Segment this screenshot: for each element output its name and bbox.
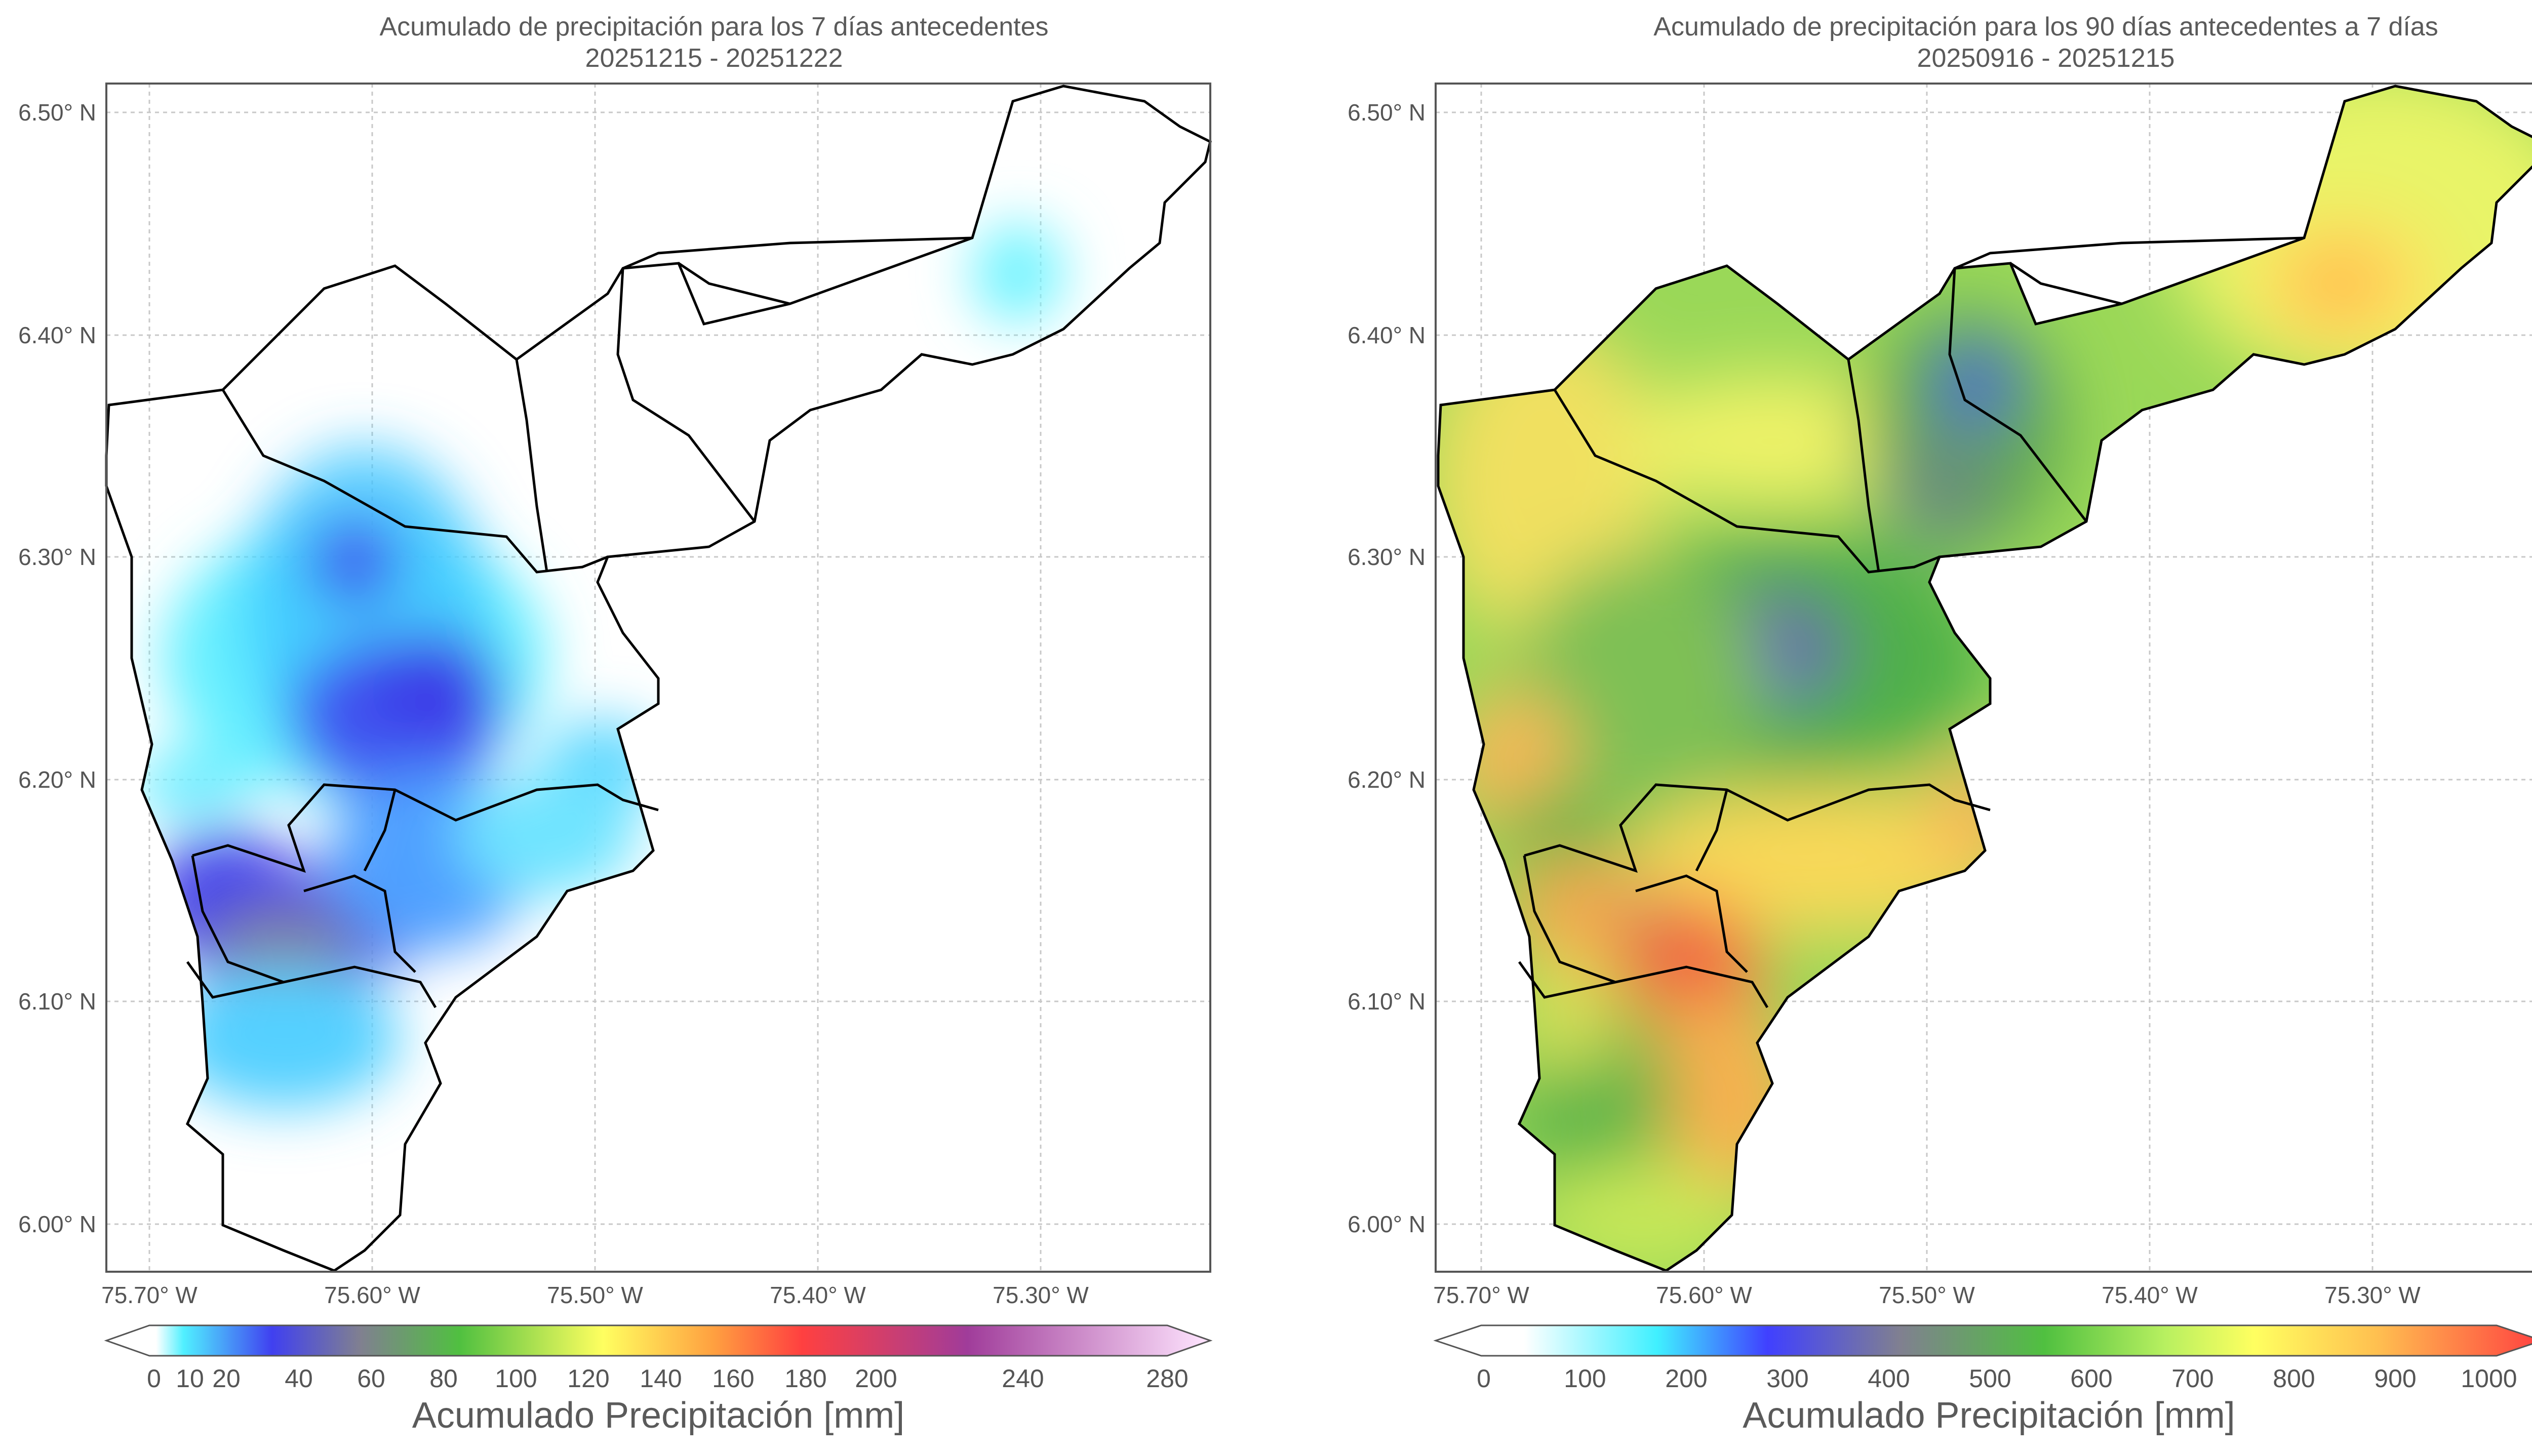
left-lon-tick-7530: 75.30° W [993, 1282, 1089, 1308]
left-lat-tick-650: 6.50° N [18, 99, 96, 126]
right-map-title: Acumulado de precipitación para los 90 d… [1438, 11, 2532, 74]
right-lat-tick-600: 6.00° N [1348, 1211, 1426, 1237]
right-map-title-line1: Acumulado de precipitación para los 90 d… [1653, 12, 2438, 42]
left-lat-tick-600: 6.00° N [18, 1211, 96, 1237]
right-lon-tick-7570: 75.70° W [1433, 1282, 1529, 1308]
right-lon-labels: 75.70° W 75.60° W 75.50° W 75.40° W 75.3… [1433, 1282, 2421, 1308]
left-map-title: Acumulado de precipitación para los 7 dí… [106, 11, 1322, 74]
right-cbar-tick: 700 [2171, 1364, 2213, 1393]
right-colorbar-label: Acumulado Precipitación [mm] [1743, 1395, 2235, 1436]
left-cbar-tick: 40 [285, 1364, 313, 1393]
left-precip-field [132, 223, 1063, 1109]
left-cbar-tick: 240 [1002, 1364, 1044, 1393]
left-lat-tick-620: 6.20° N [18, 766, 96, 793]
right-map: 6.50° N 6.40° N 6.30° N 6.20° N 6.10° N … [1348, 83, 2532, 1393]
right-internal-boundaries [1518, 236, 2305, 1008]
left-cbar-tick: 100 [495, 1364, 537, 1393]
left-cbar-tick: 120 [567, 1364, 609, 1393]
left-map-title-line1: Acumulado de precipitación para los 7 dí… [379, 12, 1049, 42]
right-cbar-tick: 300 [1766, 1364, 1808, 1393]
left-lon-tick-7550: 75.50° W [547, 1282, 643, 1308]
right-lon-tick-7530: 75.30° W [2324, 1282, 2421, 1308]
right-precip-field [1438, 86, 2532, 1271]
right-map-title-line2: 20250916 - 20251215 [1917, 44, 2175, 73]
right-cbar-tick: 1000 [2461, 1364, 2517, 1393]
left-colorbar-ticks: 0 10 20 40 60 80 100 120 140 160 180 200… [147, 1364, 1189, 1393]
right-lon-tick-7550: 75.50° W [1879, 1282, 1975, 1308]
right-cbar-tick: 100 [1564, 1364, 1606, 1393]
right-lon-tick-7560: 75.60° W [1656, 1282, 1752, 1308]
right-cbar-tick: 400 [1868, 1364, 1910, 1393]
left-cbar-tick: 10 [176, 1364, 204, 1393]
right-lat-labels: 6.50° N 6.40° N 6.30° N 6.20° N 6.10° N … [1348, 99, 1426, 1237]
right-colorbar: 0 100 200 300 400 500 600 700 800 900 10… [1433, 1324, 2532, 1393]
left-colorbar: 0 10 20 40 60 80 100 120 140 160 180 200… [104, 1324, 1213, 1393]
left-lat-tick-630: 6.30° N [18, 544, 96, 570]
right-cbar-tick: 0 [1477, 1364, 1491, 1393]
left-lon-labels: 75.70° W 75.60° W 75.50° W 75.40° W 75.3… [101, 1282, 1089, 1308]
left-cbar-tick: 200 [855, 1364, 897, 1393]
left-cbar-tick: 140 [640, 1364, 682, 1393]
left-map-title-line2: 20251215 - 20251222 [585, 44, 843, 73]
left-map: 6.50° N 6.40° N 6.30° N 6.20° N 6.10° N … [18, 83, 1213, 1393]
right-map-frame [1435, 83, 2532, 1273]
left-map-frame [105, 83, 1211, 1273]
left-lon-tick-7540: 75.40° W [770, 1282, 866, 1308]
left-lat-labels: 6.50° N 6.40° N 6.30° N 6.20° N 6.10° N … [18, 99, 96, 1237]
right-cbar-tick: 600 [2070, 1364, 2112, 1393]
left-cbar-tick: 160 [712, 1364, 754, 1393]
right-lat-tick-630: 6.30° N [1348, 544, 1426, 570]
left-lon-tick-7570: 75.70° W [101, 1282, 197, 1308]
right-cbar-tick: 200 [1665, 1364, 1707, 1393]
right-lat-tick-650: 6.50° N [1348, 99, 1426, 126]
left-internal-boundaries [186, 236, 973, 1008]
right-cbar-tick: 800 [2273, 1364, 2315, 1393]
left-colorbar-label: Acumulado Precipitación [mm] [412, 1395, 905, 1436]
right-lat-tick-620: 6.20° N [1348, 766, 1426, 793]
left-cbar-tick: 0 [147, 1364, 161, 1393]
right-cbar-tick: 900 [2374, 1364, 2416, 1393]
right-cbar-tick: 500 [1969, 1364, 2011, 1393]
left-lon-tick-7560: 75.60° W [324, 1282, 420, 1308]
right-colorbar-ticks: 0 100 200 300 400 500 600 700 800 900 10… [1477, 1364, 2517, 1393]
left-cbar-tick: 80 [429, 1364, 458, 1393]
left-lat-tick-610: 6.10° N [18, 988, 96, 1015]
right-lat-tick-640: 6.40° N [1348, 322, 1426, 348]
left-cbar-tick: 280 [1146, 1364, 1188, 1393]
left-cbar-tick: 20 [212, 1364, 241, 1393]
left-cbar-tick: 60 [357, 1364, 385, 1393]
right-lat-tick-610: 6.10° N [1348, 988, 1426, 1015]
right-lon-tick-7540: 75.40° W [2102, 1282, 2198, 1308]
left-cbar-tick: 180 [784, 1364, 826, 1393]
left-lat-tick-640: 6.40° N [18, 322, 96, 348]
